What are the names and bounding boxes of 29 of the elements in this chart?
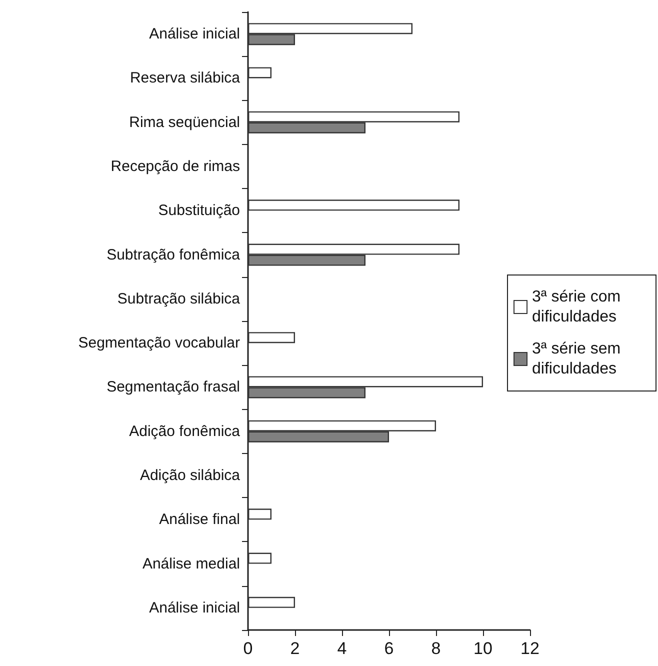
y-tick-label: Subtração fonêmica: [106, 246, 241, 264]
bar: [248, 596, 295, 608]
bar: [248, 552, 272, 564]
y-tick-label: Subtração silábica: [117, 290, 241, 308]
x-tick-label: 8: [431, 639, 441, 658]
y-tick-label: Adição fonêmica: [129, 422, 241, 440]
legend-label: 3ª série sem dificuldades: [532, 340, 626, 378]
x-tick-label: 6: [384, 639, 394, 658]
bar: [248, 508, 272, 520]
x-tick-label: 10: [474, 639, 492, 658]
y-tick-label: Análise inicial: [149, 26, 240, 43]
x-tick-label: 4: [337, 639, 347, 658]
bar: [248, 200, 460, 211]
y-tick-label: Reserva silábica: [130, 70, 241, 87]
y-tick-label: Adição silábica: [140, 467, 241, 484]
y-tick-label: Análise final: [159, 511, 240, 528]
x-tick-label: 12: [520, 639, 540, 658]
x-tick-label: 2: [290, 639, 300, 658]
y-tick-label: Análise medial: [142, 555, 240, 572]
y-tick-label: Análise inicial: [149, 599, 240, 616]
x-tick-label: 0: [243, 639, 253, 658]
bar: [248, 67, 272, 78]
legend-label: 3ª série com dificuldades: [532, 288, 626, 326]
y-tick-label: Rima seqüencial: [129, 114, 240, 131]
bar: [248, 332, 295, 344]
y-tick-label: Segmentação vocabular: [78, 334, 240, 352]
y-tick-label: Substituição: [158, 202, 240, 220]
y-tick-label: Recepção de rimas: [110, 158, 240, 175]
y-tick-label: Segmentação frasal: [106, 378, 240, 396]
